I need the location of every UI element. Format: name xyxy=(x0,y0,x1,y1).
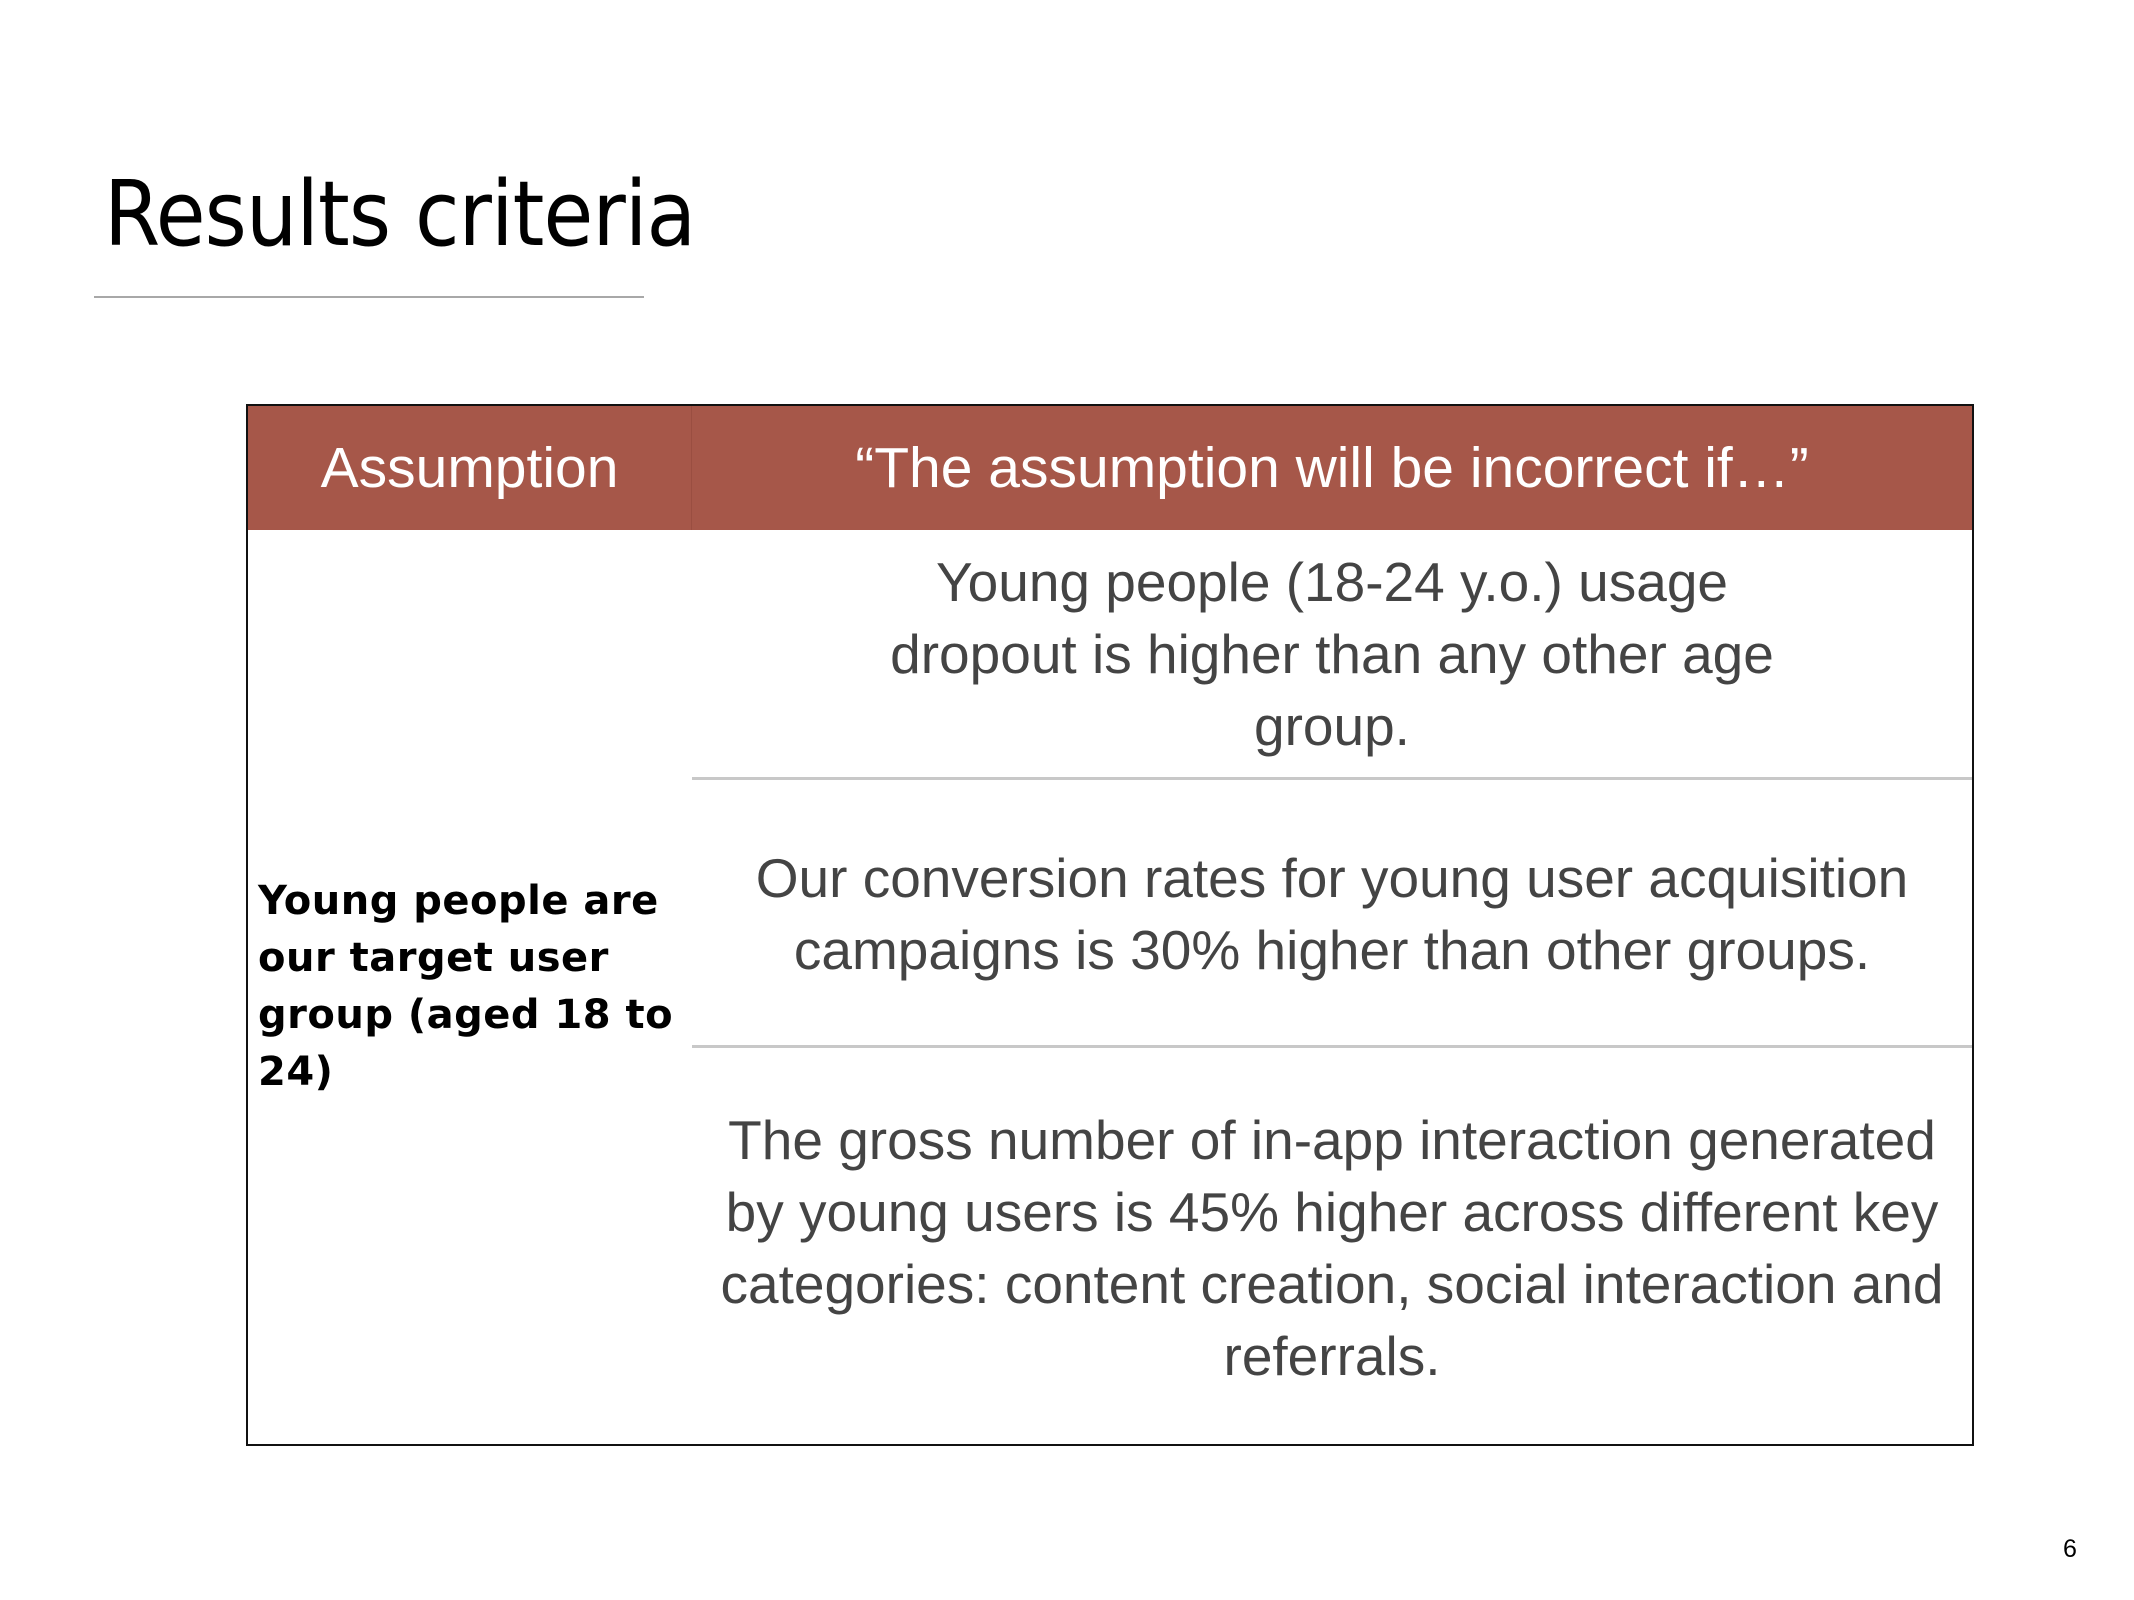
assumption-cell: Young people are our target user group (… xyxy=(258,530,688,1444)
condition-row: Young people (18-24 y.o.) usage dropout … xyxy=(692,530,1972,780)
condition-row: Our conversion rates for young user acqu… xyxy=(692,783,1972,1048)
page-number: 6 xyxy=(2063,1535,2077,1563)
results-criteria-table: Assumption “The assumption will be incor… xyxy=(246,404,1974,1446)
table-header: Assumption “The assumption will be incor… xyxy=(248,406,1972,530)
condition-text: The gross number of in-app interaction g… xyxy=(720,1108,1944,1387)
condition-text: Our conversion rates for young user acqu… xyxy=(755,847,1909,981)
header-incorrect-if: “The assumption will be incorrect if…” xyxy=(855,436,1809,500)
header-assumption: Assumption xyxy=(248,406,692,530)
condition-row: The gross number of in-app interaction g… xyxy=(692,1051,1972,1444)
title-underline xyxy=(94,296,644,298)
assumption-text: Young people are our target user group (… xyxy=(258,878,674,1095)
condition-text: Young people (18-24 y.o.) usage dropout … xyxy=(890,550,1774,757)
slide-title: Results criteria xyxy=(104,162,696,267)
